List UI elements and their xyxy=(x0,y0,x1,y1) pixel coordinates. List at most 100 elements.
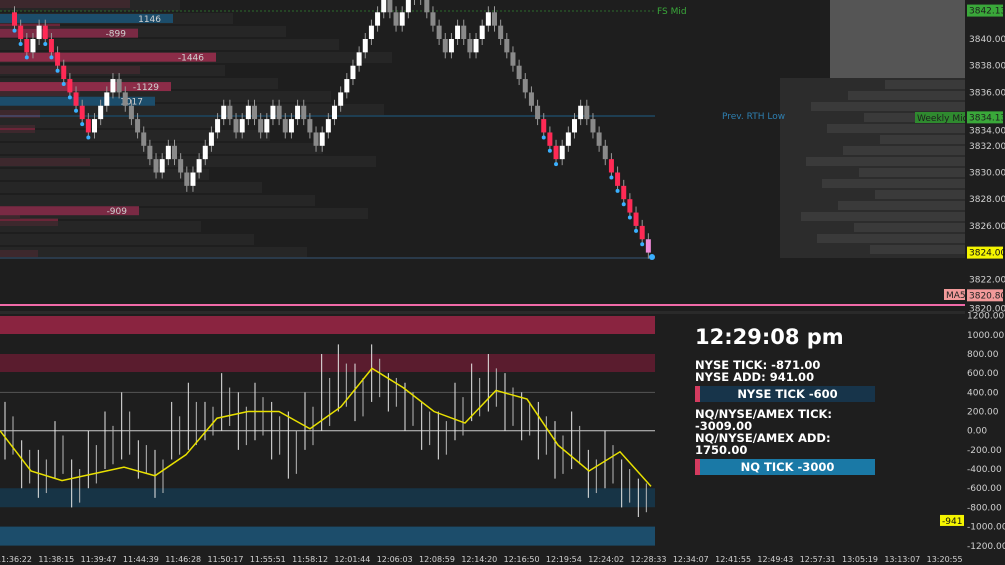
profile-upper-area xyxy=(830,0,965,78)
panel-divider xyxy=(0,311,965,314)
price-tick: 3830.00 xyxy=(969,169,1005,179)
market-internals-panel: 12:29:08 pm NYSE TICK: -871.00 NYSE ADD:… xyxy=(695,325,880,481)
time-tick: 11:38:15 xyxy=(38,555,74,564)
band-mid-lower xyxy=(0,488,655,508)
profile-bar xyxy=(806,157,965,166)
time-tick: 11:50:17 xyxy=(208,555,244,564)
profile-bar xyxy=(848,91,965,100)
brick xyxy=(541,119,547,133)
brick xyxy=(350,65,356,80)
profile-bar xyxy=(0,117,217,128)
signal-dot xyxy=(12,28,17,33)
brick xyxy=(510,52,516,66)
fs-mid-label: FS Mid xyxy=(657,7,687,17)
time-tick: 12:34:07 xyxy=(673,555,709,564)
brick xyxy=(307,119,313,133)
price-marker xyxy=(967,4,1003,17)
brick xyxy=(381,0,387,13)
brick xyxy=(184,172,190,186)
indicator-current-label: -941 xyxy=(942,517,962,527)
indicator-tick: 200.00 xyxy=(967,408,999,418)
brick xyxy=(535,105,541,120)
signal-dot xyxy=(615,188,620,193)
signal-dot xyxy=(55,68,60,73)
brick xyxy=(85,119,91,133)
price-marker-label: 3820.80 xyxy=(969,291,1005,301)
profile-bar xyxy=(0,195,315,206)
signal-dot xyxy=(554,162,559,167)
profile-bar xyxy=(0,208,368,219)
price-levels: FS Mid Prev. RTH Low Weekly Mid MA5 xyxy=(0,7,968,306)
brick xyxy=(338,92,344,106)
profile-bar xyxy=(864,113,965,122)
brick xyxy=(122,92,128,106)
price-marker-label: 3824.00 xyxy=(969,249,1005,259)
profile-bar xyxy=(859,168,965,177)
brick xyxy=(202,145,208,160)
brick xyxy=(128,105,134,120)
brick xyxy=(141,132,147,146)
profile-label: 1146 xyxy=(138,15,161,25)
brick xyxy=(36,25,42,39)
brick xyxy=(270,105,276,120)
brick xyxy=(301,105,307,120)
brick xyxy=(159,159,165,173)
price-tick: 3836.00 xyxy=(969,88,1005,98)
time-tick: 12:24:02 xyxy=(588,555,624,564)
brick xyxy=(147,145,153,160)
price-tick: 3832.00 xyxy=(969,142,1005,152)
brick xyxy=(313,132,319,146)
brick xyxy=(239,119,245,133)
brick xyxy=(215,119,221,133)
time-tick: 11:58:12 xyxy=(292,555,328,564)
brick xyxy=(387,0,393,13)
profile-label: -909 xyxy=(107,207,128,217)
price-tick: 3822.00 xyxy=(969,275,1005,285)
indicator-tick: -1200.00 xyxy=(967,542,1005,552)
profile-bar xyxy=(0,104,384,115)
brick xyxy=(399,12,405,26)
brick xyxy=(645,239,651,253)
brick xyxy=(602,145,608,160)
price-marker xyxy=(967,289,1003,302)
profile-bar xyxy=(0,169,209,180)
brick xyxy=(356,52,362,66)
brick xyxy=(98,105,104,120)
profile-bar xyxy=(843,146,965,155)
brick xyxy=(528,92,534,106)
brick xyxy=(135,119,141,133)
brick xyxy=(116,79,122,93)
brick xyxy=(153,159,159,173)
band-lower xyxy=(0,526,655,546)
brick xyxy=(448,39,454,53)
profile-bar xyxy=(854,223,965,232)
profile-bar xyxy=(0,234,254,245)
brick xyxy=(473,39,479,53)
profile-bar xyxy=(880,135,965,144)
brick xyxy=(615,172,621,186)
brick xyxy=(498,25,504,39)
brick xyxy=(578,105,584,120)
brick xyxy=(461,25,467,39)
brick xyxy=(436,25,442,39)
profile-label: -899 xyxy=(106,30,127,40)
brick xyxy=(282,119,288,133)
signal-dot xyxy=(86,135,91,140)
time-tick: 12:08:59 xyxy=(419,555,455,564)
signal-dot xyxy=(61,82,66,87)
brick xyxy=(627,199,633,213)
signal-dot xyxy=(621,202,626,207)
profile-bar xyxy=(0,143,323,154)
profile-bar xyxy=(838,201,965,210)
last-price-dot xyxy=(649,254,655,260)
profile-bar xyxy=(0,221,201,232)
brick xyxy=(233,119,239,133)
brick xyxy=(479,25,485,39)
brick xyxy=(12,12,17,26)
tick-indicator-panel xyxy=(0,311,965,546)
profile-bar xyxy=(0,206,139,216)
signal-dot xyxy=(74,108,79,113)
time-tick: 12:41:55 xyxy=(715,555,751,564)
brick xyxy=(24,39,30,53)
